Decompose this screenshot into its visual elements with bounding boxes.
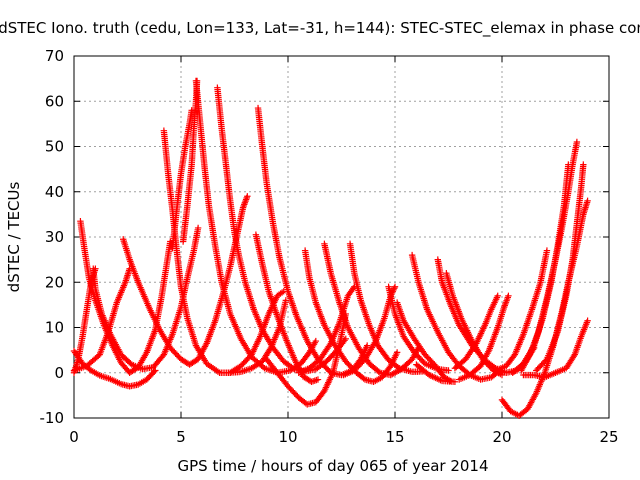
x-tick-label: 0: [69, 428, 79, 446]
x-tick-label: 15: [385, 428, 404, 446]
data-point-marker: [194, 224, 202, 232]
x-tick-label: 20: [492, 428, 511, 446]
x-tick-label: 10: [278, 428, 297, 446]
y-tick-label: 40: [45, 183, 64, 201]
x-tick-label: 5: [176, 428, 186, 446]
data-point-marker: [188, 107, 195, 114]
series-arc-10: [192, 77, 320, 376]
series-arc-27: [456, 292, 512, 383]
series-arc-26: [413, 361, 459, 385]
data-point-marker: [126, 265, 133, 272]
y-axis-label: dSTEC / TECUs: [5, 181, 23, 292]
data-point-marker: [389, 288, 397, 295]
series-arc-32: [518, 138, 581, 374]
data-point-marker: [543, 247, 551, 254]
series-arc-09: [169, 107, 195, 252]
data-point-marker: [584, 317, 591, 324]
x-tick-label: 25: [599, 428, 618, 446]
data-point-marker: [445, 367, 452, 374]
series-arc-30: [492, 247, 551, 374]
series-arc-04: [90, 224, 202, 373]
y-tick-label: 0: [54, 364, 64, 382]
data-point-marker: [542, 357, 549, 364]
data-point-marker: [266, 346, 274, 353]
series-arc-20: [340, 283, 399, 379]
series-arc-06: [70, 265, 133, 374]
axis-ticks: [73, 55, 610, 419]
data-point-marker: [375, 368, 382, 375]
data-point-marker: [570, 352, 578, 360]
y-tick-label: 10: [45, 319, 64, 337]
data-point-marker: [259, 363, 267, 371]
y-tick-label: 20: [45, 273, 64, 291]
data-point-marker: [314, 376, 322, 383]
data-point-marker: [363, 342, 371, 349]
series-arc-19: [346, 240, 427, 376]
chart-title: dSTEC Iono. truth (cedu, Lon=133, Lat=-3…: [0, 19, 640, 38]
data-point-marker: [580, 161, 587, 168]
data-point-marker: [391, 283, 399, 290]
data-point-marker: [573, 138, 581, 146]
y-tick-label: 60: [45, 92, 64, 110]
data-point-marker: [451, 378, 459, 385]
data-point-marker: [289, 364, 297, 372]
series-arc-24: [443, 270, 506, 379]
data-point-marker: [393, 349, 401, 356]
data-point-marker: [494, 292, 501, 300]
series-arc-34: [520, 317, 591, 381]
data-point-marker: [282, 297, 290, 304]
data-point-marker: [150, 368, 158, 375]
data-point-marker: [394, 363, 401, 371]
data-point-marker: [342, 335, 349, 343]
x-axis-label: GPS time / hours of day 065 of year 2014: [178, 457, 489, 475]
data-series: [70, 77, 591, 419]
data-point-marker: [312, 337, 320, 345]
data-point-marker: [498, 371, 506, 379]
data-point-marker: [505, 292, 512, 300]
series-arc-33: [533, 161, 587, 374]
y-tick-label: 50: [45, 138, 64, 156]
series-arc-12: [254, 104, 371, 379]
y-tick-label: -10: [40, 409, 65, 427]
series-arc-01: [70, 347, 159, 390]
series-arc-03: [70, 265, 99, 376]
grid-lines: [74, 56, 609, 418]
series-arc-28: [451, 292, 501, 372]
series-arc-18: [295, 283, 358, 376]
y-tick-label: 70: [45, 47, 64, 65]
data-point-marker: [244, 193, 251, 200]
y-tick-label: 30: [45, 228, 64, 246]
data-point-marker: [390, 286, 397, 293]
data-point-marker: [584, 197, 591, 204]
series-arc-14: [252, 231, 322, 385]
